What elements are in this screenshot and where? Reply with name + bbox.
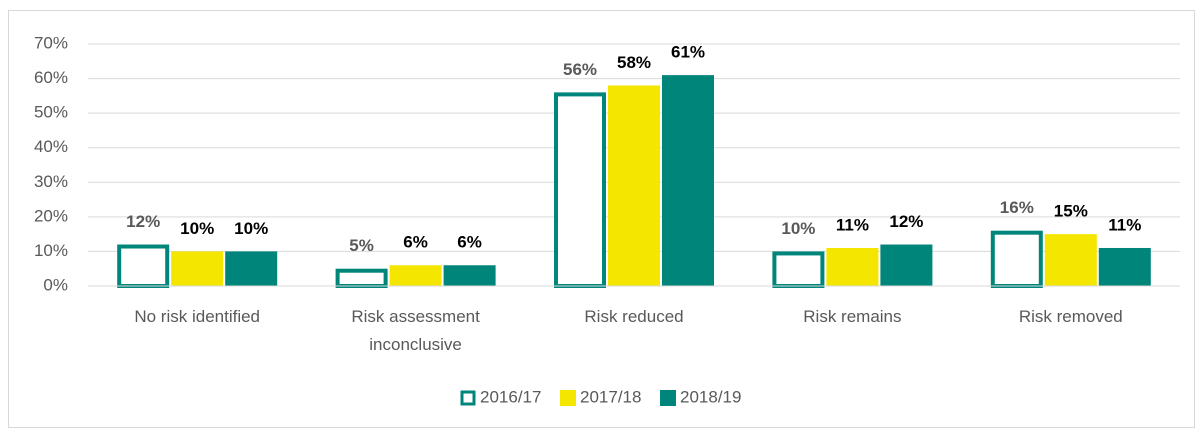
data-label: 10% [180, 219, 214, 238]
data-label: 10% [781, 219, 815, 238]
x-tick-label: Risk remains [803, 307, 902, 326]
bar [554, 92, 606, 289]
legend-swatch [560, 390, 576, 406]
data-label: 61% [671, 43, 705, 62]
x-tick-label: No risk identified [134, 307, 261, 326]
bar [389, 265, 442, 286]
legend-swatch [460, 390, 476, 406]
y-tick-label: 50% [34, 103, 68, 122]
y-tick-label: 0% [43, 275, 68, 294]
data-label: 56% [563, 60, 597, 79]
legend-label: 2017/18 [580, 387, 641, 406]
data-label: 5% [349, 236, 374, 255]
data-label: 12% [889, 212, 923, 231]
y-tick-label: 10% [34, 241, 68, 260]
data-label: 6% [457, 233, 482, 252]
bar [443, 265, 496, 286]
data-label: 11% [836, 215, 869, 234]
bar [772, 251, 825, 289]
data-label: 16% [1000, 198, 1034, 217]
bar [171, 251, 224, 286]
bar [826, 247, 879, 286]
bar [990, 230, 1043, 288]
data-label: 15% [1054, 202, 1088, 221]
y-tick-label: 20% [34, 206, 68, 225]
bar [1098, 247, 1151, 286]
y-tick-label: 60% [34, 68, 68, 87]
bar [225, 251, 278, 286]
legend-label: 2018/19 [680, 387, 741, 406]
bar [608, 85, 660, 286]
legend-label: 2016/17 [480, 387, 541, 406]
x-tick-label: Risk removed [1018, 307, 1123, 326]
bar [335, 268, 388, 289]
bar [1044, 234, 1097, 286]
y-tick-label: 40% [34, 137, 68, 156]
y-tick-label: 70% [34, 33, 68, 52]
y-tick-label: 30% [34, 172, 68, 191]
data-label: 6% [403, 233, 428, 252]
legend-swatch [660, 390, 676, 406]
x-tick-label: Risk assessment inconclusive [351, 307, 480, 354]
x-tick-label: Risk reduced [584, 307, 684, 326]
data-label: 10% [234, 219, 268, 238]
bar [117, 244, 170, 288]
data-label: 58% [617, 53, 651, 72]
data-label: 11% [1108, 215, 1141, 234]
bar [880, 244, 933, 286]
chart-border [8, 10, 1195, 428]
bar [662, 75, 714, 286]
data-label: 12% [126, 212, 160, 231]
